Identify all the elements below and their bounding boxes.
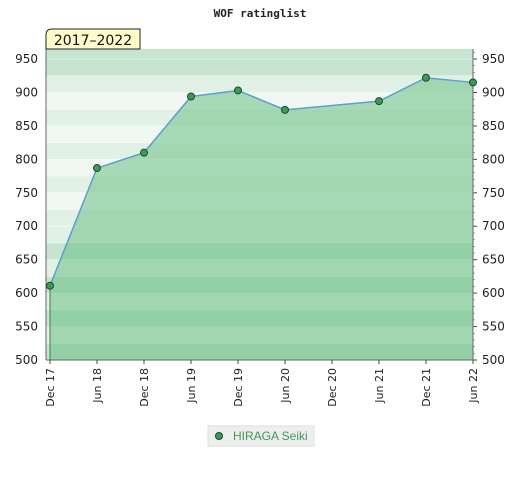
y-tick-label: 600 [15,286,38,300]
series-area-fill [50,77,473,360]
y-tick-label: 900 [15,85,38,99]
y-tick-label: 550 [482,320,505,334]
x-tick-label: Jun 18 [91,368,104,404]
background-band [46,59,473,76]
x-tick-label: Jun 20 [279,368,292,404]
y-tick-label: 500 [482,353,505,367]
data-point [375,97,383,106]
x-tick-label: Dec 17 [44,368,57,407]
data-point [234,86,242,95]
y-axis-left: 500 550 600 650 700 750 800 850 900 950 [15,52,38,367]
background-band [46,49,473,60]
x-tick-label: Jun 19 [185,368,198,404]
data-point [93,164,101,173]
x-tick-label: Jun 21 [373,368,386,404]
legend-marker [215,432,223,440]
y-tick-label: 900 [482,85,505,99]
data-point [46,281,54,290]
data-point [422,73,430,82]
y-axis-right: 500 550 600 650 700 750 800 850 900 950 [473,52,505,367]
legend-label: HIRAGA Seiki [233,429,308,443]
y-tick-label: 700 [15,219,38,233]
series-points [46,73,477,290]
x-tick-label: Dec 20 [326,368,339,407]
y-tick-label: 850 [15,119,38,133]
y-tick-label: 700 [482,219,505,233]
data-point [140,148,148,157]
period-badge: 2017–2022 [45,28,141,50]
x-axis: Dec 17 Jun 18 Dec 18 Jun 19 Dec 19 Jun 20 Dec … [44,360,480,407]
y-tick-label: 950 [15,52,38,66]
x-tick-label: Dec 18 [138,368,151,407]
y-tick-label: 750 [482,186,505,200]
data-point [187,92,195,101]
y-tick-label: 600 [482,286,505,300]
data-point [281,105,289,114]
y-tick-label: 650 [482,253,505,267]
y-tick-label: 850 [482,119,505,133]
y-tick-label: 750 [15,186,38,200]
x-tick-label: Jun 22 [467,368,480,404]
x-tick-label: Dec 19 [232,368,245,407]
period-label: 2017–2022 [54,33,132,49]
x-tick-label: Dec 21 [420,368,433,407]
y-tick-label: 650 [15,253,38,267]
background-band [46,75,473,93]
y-tick-label: 800 [15,152,38,166]
axes [45,49,474,361]
y-tick-label: 550 [15,320,38,334]
y-tick-label: 950 [482,52,505,66]
legend: HIRAGA Seiki [207,425,315,447]
chart-title: WOF ratinglist [214,7,307,20]
data-point [469,78,477,87]
y-tick-label: 500 [15,353,38,367]
y-tick-label: 800 [482,152,505,166]
